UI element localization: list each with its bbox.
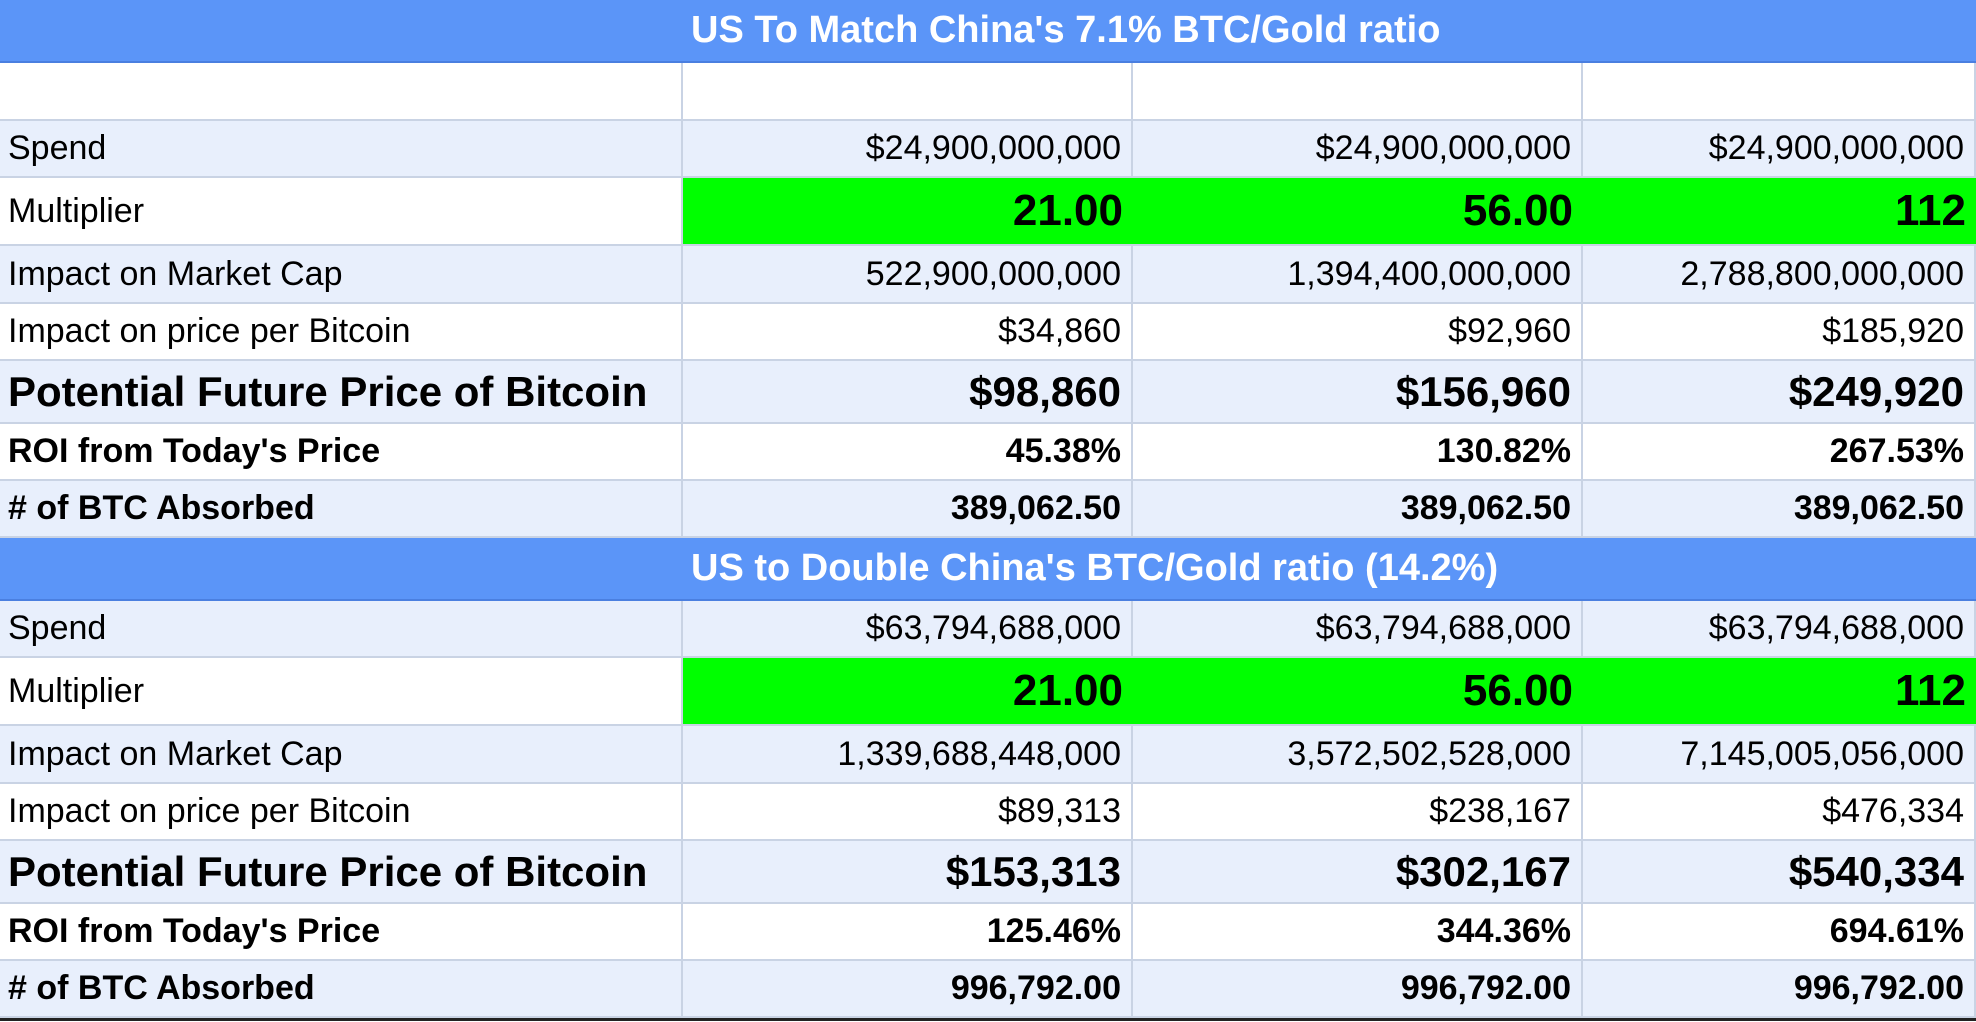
value-cell: 389,062.50 xyxy=(1583,481,1976,538)
value-cell: 996,792.00 xyxy=(1133,961,1583,1018)
value-cell: $476,334 xyxy=(1583,784,1976,841)
header-spacer xyxy=(0,538,683,601)
value-cell: 21.00 xyxy=(683,178,1133,246)
value-cell: 267.53% xyxy=(1583,424,1976,481)
value-cell: 130.82% xyxy=(1133,424,1583,481)
value-cell: 344.36% xyxy=(1133,904,1583,961)
value-cell: 389,062.50 xyxy=(1133,481,1583,538)
row-label: Impact on Market Cap xyxy=(0,726,683,784)
value-cell: 1,339,688,448,000 xyxy=(683,726,1133,784)
value-cell: $302,167 xyxy=(1133,841,1583,904)
row-label: Potential Future Price of Bitcoin xyxy=(0,841,683,904)
value-cell: $185,920 xyxy=(1583,304,1976,361)
value-cell: 3,572,502,528,000 xyxy=(1133,726,1583,784)
row-label: Impact on price per Bitcoin xyxy=(0,304,683,361)
bottom-border xyxy=(0,1018,1976,1021)
value-cell: 7,145,005,056,000 xyxy=(1583,726,1976,784)
value-cell: 112 xyxy=(1583,178,1976,246)
value-cell: $63,794,688,000 xyxy=(683,601,1133,658)
row-label: Potential Future Price of Bitcoin xyxy=(0,361,683,424)
value-cell: $540,334 xyxy=(1583,841,1976,904)
value-cell: 1,394,400,000,000 xyxy=(1133,246,1583,304)
row-label: ROI from Today's Price xyxy=(0,904,683,961)
row-label: # of BTC Absorbed xyxy=(0,961,683,1018)
value-cell: $92,960 xyxy=(1133,304,1583,361)
value-cell: 389,062.50 xyxy=(683,481,1133,538)
value-cell: $24,900,000,000 xyxy=(1133,121,1583,178)
value-cell: 56.00 xyxy=(1133,658,1583,726)
value-cell: $98,860 xyxy=(683,361,1133,424)
value-cell: 2,788,800,000,000 xyxy=(1583,246,1976,304)
header-spacer xyxy=(0,0,683,63)
value-cell: $153,313 xyxy=(683,841,1133,904)
section-title: US to Double China's BTC/Gold ratio (14.… xyxy=(683,538,1976,601)
blank-cell xyxy=(0,63,683,121)
row-label: # of BTC Absorbed xyxy=(0,481,683,538)
value-cell: 45.38% xyxy=(683,424,1133,481)
value-cell: 56.00 xyxy=(1133,178,1583,246)
value-cell: 996,792.00 xyxy=(1583,961,1976,1018)
value-cell: 112 xyxy=(1583,658,1976,726)
blank-cell xyxy=(1583,63,1976,121)
value-cell: 522,900,000,000 xyxy=(683,246,1133,304)
value-cell: $34,860 xyxy=(683,304,1133,361)
value-cell: $24,900,000,000 xyxy=(683,121,1133,178)
value-cell: $156,960 xyxy=(1133,361,1583,424)
value-cell: $63,794,688,000 xyxy=(1133,601,1583,658)
row-label: Multiplier xyxy=(0,178,683,246)
value-cell: 125.46% xyxy=(683,904,1133,961)
section-title: US To Match China's 7.1% BTC/Gold ratio xyxy=(683,0,1976,63)
row-label: Impact on price per Bitcoin xyxy=(0,784,683,841)
value-cell: $249,920 xyxy=(1583,361,1976,424)
row-label: Spend xyxy=(0,121,683,178)
row-label: Multiplier xyxy=(0,658,683,726)
value-cell: $89,313 xyxy=(683,784,1133,841)
blank-cell xyxy=(1133,63,1583,121)
row-label: Impact on Market Cap xyxy=(0,246,683,304)
blank-cell xyxy=(683,63,1133,121)
value-cell: $63,794,688,000 xyxy=(1583,601,1976,658)
row-label: ROI from Today's Price xyxy=(0,424,683,481)
value-cell: 694.61% xyxy=(1583,904,1976,961)
value-cell: $24,900,000,000 xyxy=(1583,121,1976,178)
value-cell: 21.00 xyxy=(683,658,1133,726)
value-cell: $238,167 xyxy=(1133,784,1583,841)
row-label: Spend xyxy=(0,601,683,658)
value-cell: 996,792.00 xyxy=(683,961,1133,1018)
